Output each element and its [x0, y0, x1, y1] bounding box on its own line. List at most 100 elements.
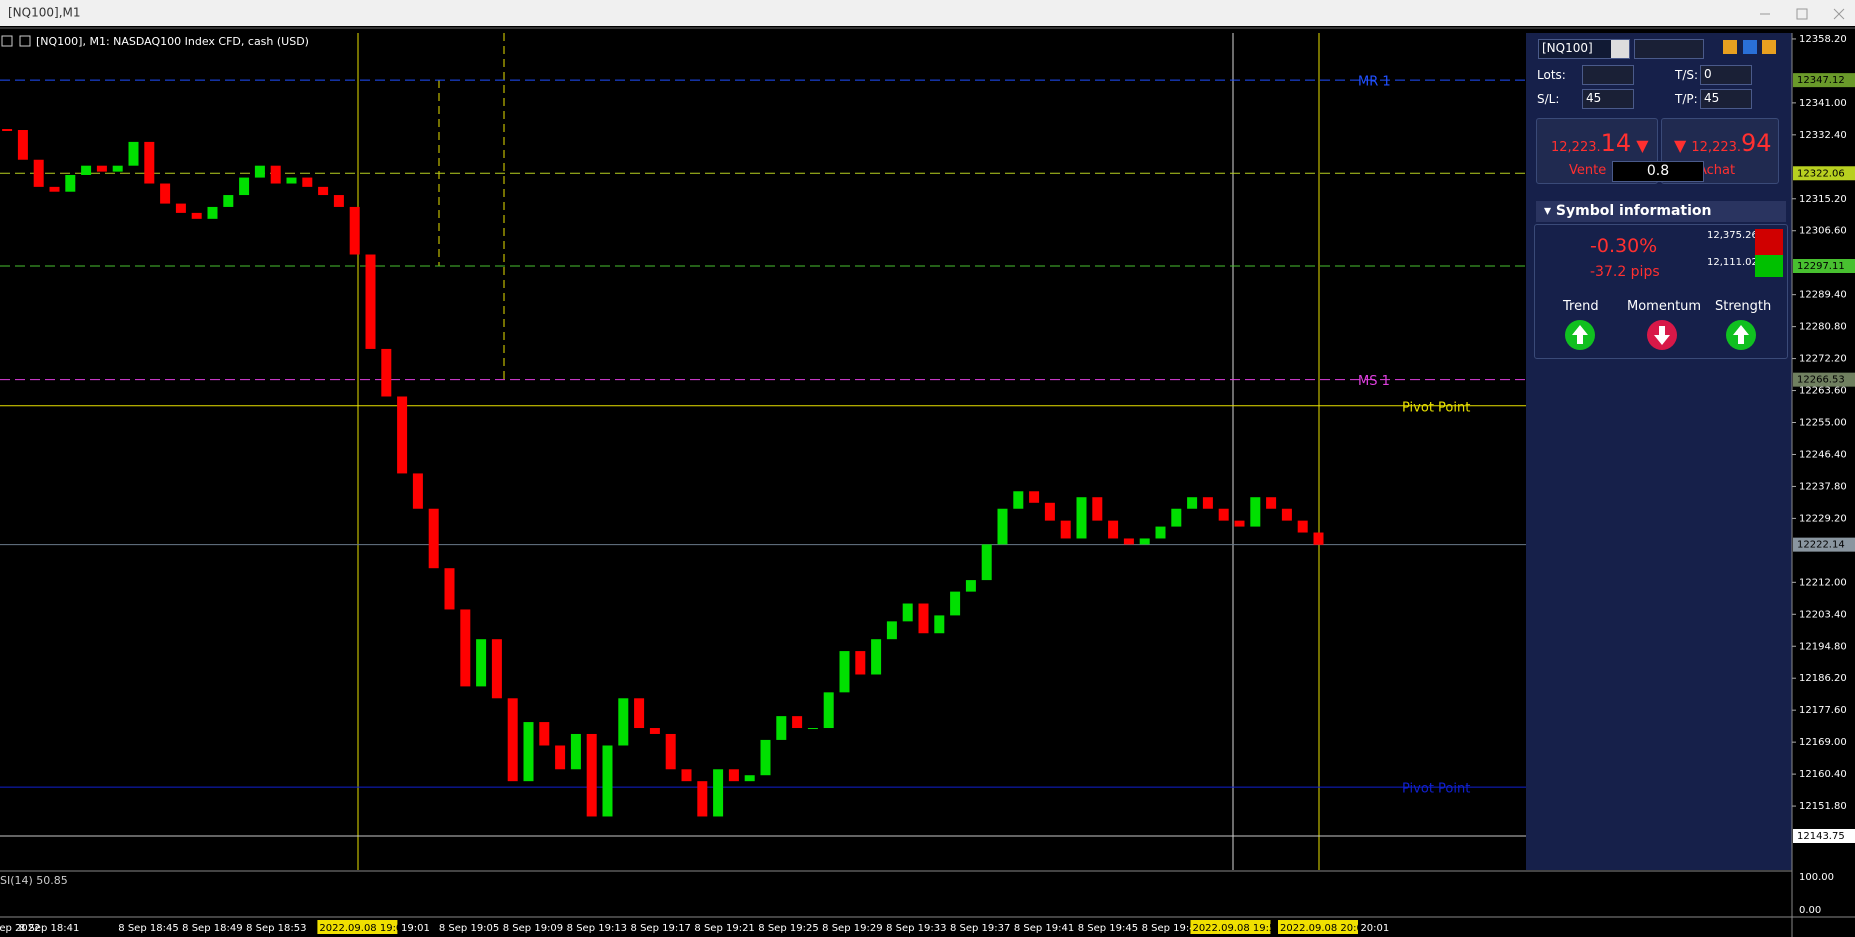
sell-button[interactable]: 12,223.14 ▼ Vente — [1536, 118, 1658, 184]
candle — [760, 739, 771, 776]
tp-input[interactable]: 45 — [1700, 89, 1752, 109]
candle — [1076, 497, 1087, 539]
low: 12,111.02 — [1707, 257, 1758, 268]
level-label-bg — [1793, 73, 1855, 88]
window-title: [NQ100],M1 — [8, 6, 81, 20]
candle — [649, 728, 660, 734]
candle — [1123, 538, 1134, 545]
y-tick-label: 12203.40 — [1799, 609, 1847, 620]
time-label: 8 Sep 19:05 — [439, 923, 499, 934]
candle — [239, 177, 250, 196]
y-tick-label: 12212.00 — [1799, 577, 1847, 588]
candle — [254, 165, 265, 178]
candle — [144, 141, 155, 184]
pips: -37.2 pips — [1590, 264, 1660, 280]
symbol-select[interactable]: [NQ100] — [1538, 39, 1630, 59]
candle — [744, 775, 755, 782]
candle — [49, 186, 60, 192]
candle — [160, 183, 171, 204]
y-tick-label: 12169.00 — [1799, 737, 1847, 748]
level-label-bg — [1793, 537, 1855, 552]
time-label-bg — [1190, 920, 1271, 934]
candle — [902, 603, 913, 622]
high: 12,375.26 — [1707, 230, 1758, 241]
candle — [128, 141, 139, 166]
candle — [1044, 502, 1055, 521]
symbol-field[interactable] — [1634, 39, 1704, 59]
candle — [839, 651, 850, 693]
candle — [539, 722, 550, 746]
chart-icon[interactable] — [19, 35, 31, 47]
candle — [1313, 532, 1324, 545]
window-buttons[interactable] — [1760, 8, 1845, 20]
time-label: 8 Sep 19:13 — [567, 923, 627, 934]
candle — [807, 728, 818, 730]
time-label: 19:01 — [401, 923, 430, 934]
candle — [1139, 538, 1150, 545]
time-label: 8 Sep 19:21 — [694, 923, 754, 934]
high-swatch — [1755, 229, 1783, 255]
button[interactable] — [1743, 40, 1757, 54]
info-header[interactable]: ▾ Symbol information — [1536, 201, 1786, 222]
time-label: 8 Sep 19:29 — [822, 923, 882, 934]
level-name: MS 1 — [1358, 374, 1390, 389]
candle — [207, 206, 218, 219]
y-tick-label: 12315.20 — [1799, 194, 1847, 205]
strength-label: Strength — [1715, 299, 1772, 314]
button[interactable] — [1762, 40, 1776, 54]
candle — [555, 745, 566, 770]
time-label-bg — [317, 920, 398, 934]
ts-input[interactable]: 0 — [1700, 65, 1752, 85]
candle — [823, 692, 834, 729]
y-tick-label: 12237.80 — [1799, 481, 1847, 492]
y-tick-label: 12151.80 — [1799, 801, 1847, 812]
indicator-axis-label: 0.00 — [1799, 905, 1821, 916]
candle — [697, 781, 708, 817]
y-tick-label: 12246.40 — [1799, 449, 1847, 460]
title-bar — [0, 0, 1855, 26]
symbol: [NQ100] — [1542, 41, 1593, 55]
chart-icon[interactable] — [1, 35, 13, 47]
candle — [792, 716, 803, 729]
y-tick-label: 12306.60 — [1799, 226, 1847, 237]
level-label-bg — [1793, 258, 1855, 273]
volume-input[interactable]: 0.8 — [1612, 161, 1704, 182]
candle — [444, 568, 455, 610]
candle — [1108, 520, 1119, 539]
candle — [1029, 491, 1040, 503]
candle — [1187, 497, 1198, 509]
button[interactable] — [1723, 40, 1737, 54]
candle — [1060, 520, 1071, 539]
sell-price-small: 12,223. — [1551, 140, 1601, 155]
candle — [981, 544, 992, 581]
candle — [1297, 520, 1308, 533]
buy-price-small: 12,223. — [1691, 140, 1742, 155]
candle — [17, 130, 28, 160]
time-label-bg — [1278, 920, 1359, 934]
candle — [333, 195, 344, 207]
candle — [602, 745, 613, 817]
candle — [270, 165, 281, 184]
candle — [1281, 508, 1292, 521]
candle — [1155, 526, 1166, 539]
sl-input[interactable]: 45 — [1582, 89, 1634, 109]
y-tick-label: 12177.60 — [1799, 705, 1847, 716]
candle — [1250, 497, 1261, 527]
buy-button[interactable]: ▼ 12,223.94 Achat — [1661, 118, 1779, 184]
level-label: 12143.75 — [1797, 831, 1845, 842]
candle — [776, 716, 787, 740]
candle — [191, 212, 202, 219]
candle — [681, 769, 692, 782]
level-label: 12347.12 — [1797, 75, 1845, 86]
candle — [665, 733, 676, 770]
y-tick-label: 12229.20 — [1799, 513, 1847, 524]
candle — [349, 206, 360, 255]
separator — [0, 27, 1855, 29]
lots-input[interactable] — [1582, 65, 1634, 85]
candle — [965, 580, 976, 592]
indicator-axis-label: 100.00 — [1799, 872, 1834, 883]
candle — [381, 348, 392, 397]
ts-label: T/S: — [1675, 68, 1699, 82]
candle — [96, 165, 107, 172]
